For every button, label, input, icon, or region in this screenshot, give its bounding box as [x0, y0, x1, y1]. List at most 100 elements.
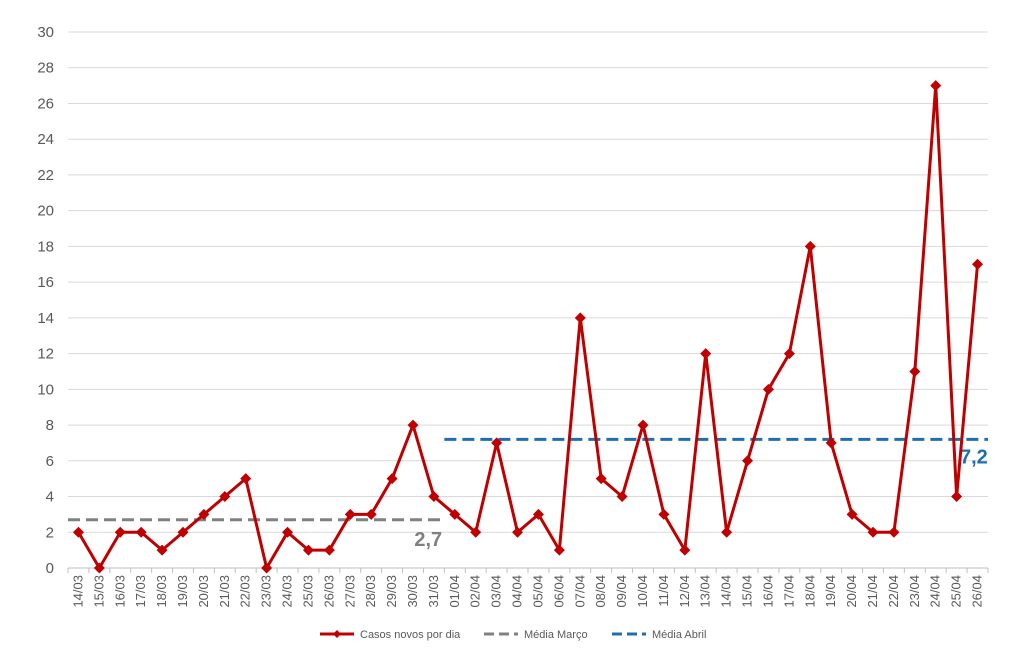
x-tick-label: 05/04: [530, 575, 545, 608]
series-line: [77, 84, 980, 570]
data-point: [972, 258, 984, 270]
data-point: [595, 473, 607, 485]
y-tick-label: 4: [46, 489, 54, 506]
data-point: [532, 508, 544, 520]
data-point: [135, 526, 147, 538]
y-tick-label: 30: [37, 24, 54, 41]
data-point: [449, 508, 461, 520]
legend: Casos novos por dia Média Março Média Abri…: [320, 629, 706, 641]
data-point: [240, 473, 252, 485]
x-tick-label: 22/04: [886, 575, 901, 608]
data-point: [825, 437, 837, 449]
data-point: [909, 365, 921, 377]
legend-label: Média Abril: [652, 629, 706, 641]
y-tick-label: 20: [37, 203, 54, 220]
legend-item: Média Abril: [612, 629, 706, 641]
x-tick-label: 15/04: [740, 575, 755, 608]
data-point: [365, 508, 377, 520]
x-tick-label: 12/04: [677, 575, 692, 608]
x-tick-label: 18/04: [802, 575, 817, 608]
data-point: [93, 562, 105, 574]
x-tick-label: 25/03: [300, 575, 315, 608]
x-tick-label: 03/04: [489, 575, 504, 608]
x-tick-label: 02/04: [468, 575, 483, 608]
x-tick-label: 26/04: [970, 575, 985, 608]
x-tick-label: 09/04: [614, 575, 629, 608]
data-point: [804, 240, 816, 252]
data-point: [846, 508, 858, 520]
legend-item: Casos novos por dia: [320, 629, 461, 641]
y-tick-label: 16: [37, 274, 54, 291]
y-tick-label: 0: [46, 560, 54, 577]
x-tick-label: 14/03: [70, 575, 85, 608]
data-point: [491, 437, 503, 449]
x-tick-label: 08/04: [593, 575, 608, 608]
y-tick-label: 2: [46, 524, 54, 541]
data-point: [470, 526, 482, 538]
data-point: [156, 544, 168, 556]
x-axis-ticks: 14/03 15/03 16/03 17/03 18/03 19/03 20/03 21/03…: [70, 575, 984, 608]
x-tick-label: 23/03: [259, 575, 274, 608]
average-value-label: 2,7: [414, 529, 442, 551]
data-point: [762, 383, 774, 395]
x-tick-label: 15/03: [91, 575, 106, 608]
data-point: [616, 491, 628, 503]
gridlines: [67, 31, 989, 573]
data-point: [742, 455, 754, 467]
data-point: [386, 473, 398, 485]
x-tick-label: 01/04: [447, 575, 462, 608]
x-tick-label: 22/03: [238, 575, 253, 608]
data-point: [282, 526, 294, 538]
data-point: [574, 312, 586, 324]
data-point: [512, 526, 524, 538]
data-point: [930, 80, 942, 92]
data-point: [261, 562, 273, 574]
x-tick-label: 14/04: [719, 575, 734, 608]
data-point: [323, 544, 335, 556]
data-point: [679, 544, 691, 556]
average-value-label: 7,2: [960, 446, 988, 468]
x-tick-label: 06/04: [551, 575, 566, 608]
x-tick-label: 07/04: [572, 575, 587, 608]
x-tick-label: 19/04: [823, 575, 838, 608]
y-tick-label: 8: [46, 417, 54, 434]
y-tick-label: 10: [37, 381, 54, 398]
x-tick-label: 13/04: [698, 575, 713, 608]
legend-swatch-marker: [333, 630, 341, 638]
x-tick-label: 20/03: [196, 575, 211, 608]
data-point: [302, 544, 314, 556]
x-tick-label: 17/04: [781, 575, 796, 608]
x-tick-label: 24/03: [280, 575, 295, 608]
data-point: [721, 526, 733, 538]
y-tick-label: 28: [37, 60, 54, 77]
y-tick-label: 18: [37, 238, 54, 255]
data-point: [951, 491, 963, 503]
x-tick-label: 30/03: [405, 575, 420, 608]
data-point: [198, 508, 210, 520]
legend-label: Média Março: [524, 629, 588, 641]
x-tick-label: 11/04: [656, 575, 671, 607]
y-tick-label: 22: [37, 167, 54, 184]
data-point: [72, 526, 84, 538]
x-tick-label: 29/03: [384, 575, 399, 608]
data-point: [553, 544, 565, 556]
x-tick-label: 31/03: [426, 575, 441, 608]
x-tick-label: 20/04: [844, 575, 859, 608]
data-point: [177, 526, 189, 538]
series: [72, 80, 984, 574]
x-tick-label: 25/04: [949, 575, 964, 608]
x-tick-label: 18/03: [154, 575, 169, 608]
x-tick-label: 10/04: [635, 575, 650, 608]
data-point: [658, 508, 670, 520]
x-tick-label: 17/03: [133, 575, 148, 608]
y-tick-label: 26: [37, 95, 54, 112]
data-point: [407, 419, 419, 431]
legend-label: Casos novos por dia: [360, 629, 461, 641]
y-tick-label: 14: [37, 310, 54, 327]
x-tick-label: 19/03: [175, 575, 190, 608]
x-tick-label: 28/03: [363, 575, 378, 608]
data-point: [637, 419, 649, 431]
